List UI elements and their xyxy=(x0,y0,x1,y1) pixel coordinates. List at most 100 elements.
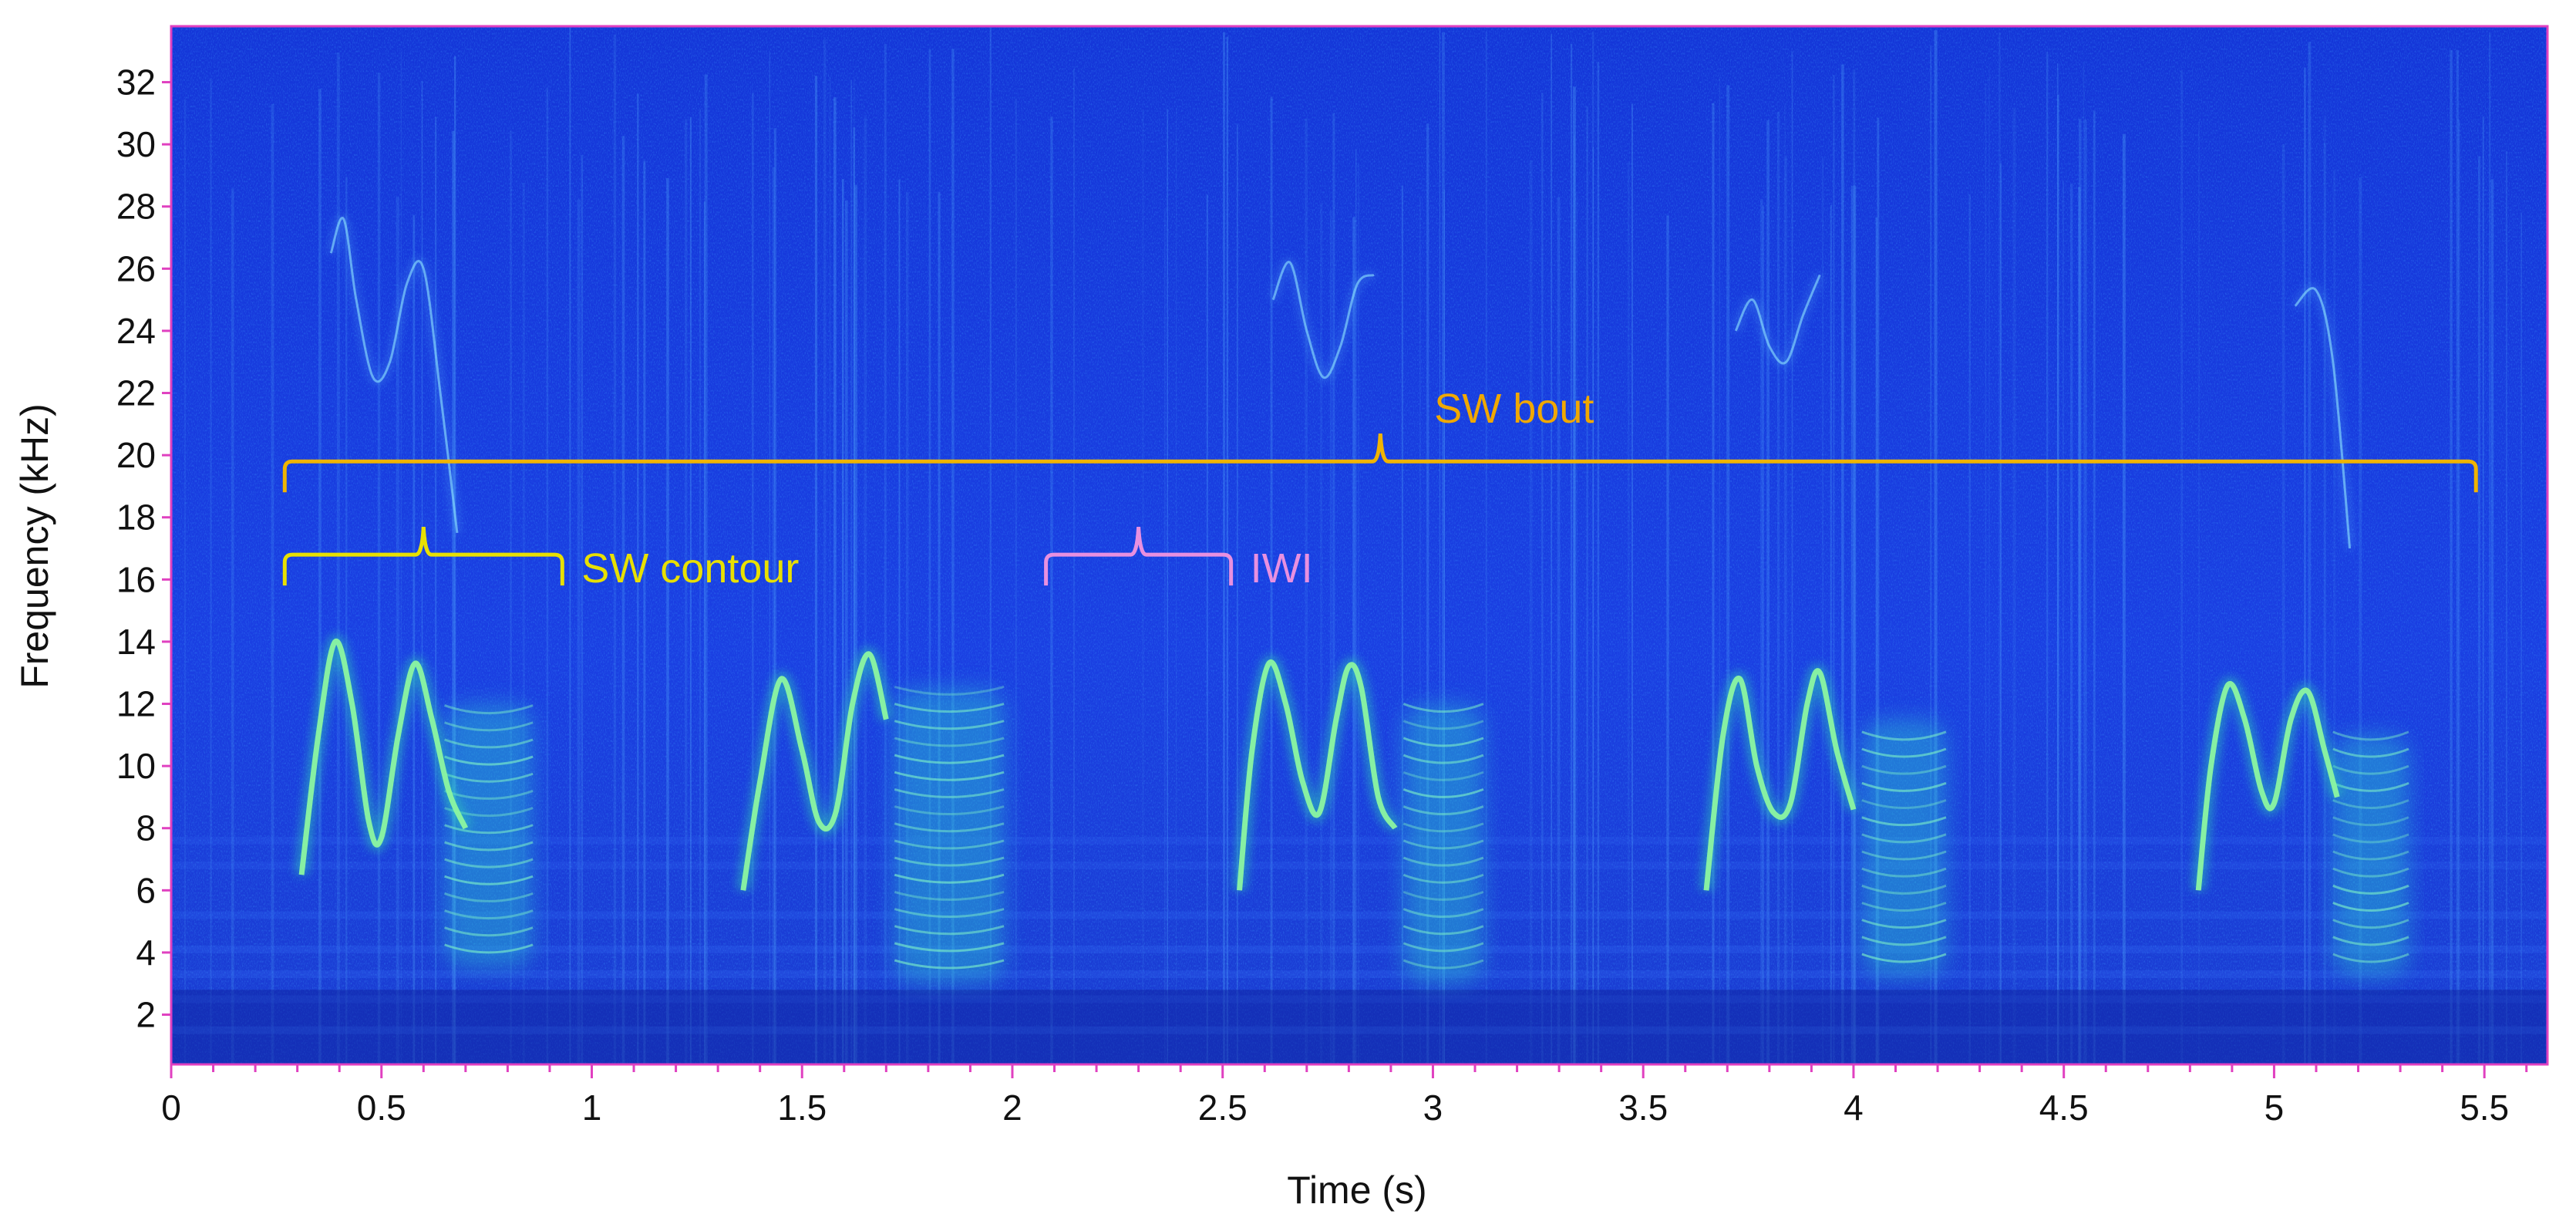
burst-harmonic xyxy=(2332,867,2409,878)
burst-harmonic xyxy=(444,824,534,835)
x-tick-label: 3.5 xyxy=(1618,1088,1668,1128)
burst-harmonic xyxy=(1402,959,1484,970)
burst-harmonic xyxy=(1861,936,1947,946)
harmonic-contours xyxy=(328,215,2352,549)
burst-harmonic xyxy=(444,858,534,868)
whistle-contour xyxy=(1703,668,1857,891)
burst-glow xyxy=(894,688,1005,984)
burst-harmonic xyxy=(1402,703,1484,713)
whistle-contour xyxy=(740,651,889,891)
burst-harmonic xyxy=(1402,737,1484,747)
burst-harmonic xyxy=(1402,925,1484,936)
whistle-contour xyxy=(2195,680,2340,891)
burst-harmonic xyxy=(1402,720,1484,730)
y-tick-label: 4 xyxy=(136,933,156,973)
burst-harmonic xyxy=(1861,850,1947,861)
x-axis-label: Time (s) xyxy=(1287,1169,1426,1212)
x-tick-label: 1 xyxy=(582,1088,602,1128)
burst-harmonic xyxy=(2332,730,2409,741)
burst-harmonic xyxy=(2332,816,2409,827)
annotation-label: SW contour xyxy=(581,545,799,592)
burst-harmonic xyxy=(1861,799,1947,809)
burst-harmonic xyxy=(1402,754,1484,764)
burst-harmonic xyxy=(444,875,534,885)
noise-band xyxy=(171,836,2547,845)
burst-harmonic xyxy=(1861,902,1947,912)
y-tick-label: 30 xyxy=(116,124,156,164)
burst-harmonic xyxy=(1402,856,1484,867)
y-tick-label: 8 xyxy=(136,808,156,848)
x-tick-label: 2.5 xyxy=(1198,1088,1248,1128)
harmonic-contour xyxy=(2294,287,2352,549)
burst-glow xyxy=(1861,719,1946,978)
noise-band xyxy=(171,995,2547,1003)
y-tick-label: 14 xyxy=(116,622,156,662)
burst-harmonic xyxy=(2332,953,2409,963)
burst-harmonic xyxy=(894,856,1005,867)
whistle-contour xyxy=(298,639,469,875)
burst-harmonic xyxy=(1402,890,1484,901)
broadband-bursts xyxy=(444,685,2409,984)
y-tick-label: 12 xyxy=(116,684,156,724)
burst-harmonic xyxy=(894,959,1005,970)
y-tick-label: 6 xyxy=(136,870,156,910)
burst-glow xyxy=(2332,734,2409,978)
burst-harmonic xyxy=(1861,781,1947,792)
x-tick-label: 4.5 xyxy=(2039,1088,2089,1128)
burst-harmonic xyxy=(444,721,534,732)
harmonic-contour xyxy=(1734,274,1821,365)
burst-harmonic xyxy=(2332,764,2409,775)
x-tick-label: 3 xyxy=(1423,1088,1443,1128)
burst-harmonic xyxy=(2332,936,2409,946)
noise-band xyxy=(171,1026,2547,1034)
x-tick-label: 5.5 xyxy=(2460,1088,2509,1128)
harmonic-contour xyxy=(329,216,459,534)
burst-harmonic xyxy=(444,841,534,852)
burst-harmonic xyxy=(444,738,534,749)
burst-harmonic xyxy=(1402,839,1484,850)
plot-frame xyxy=(170,25,2549,1066)
x-tick-label: 0.5 xyxy=(357,1088,406,1128)
y-tick-label: 16 xyxy=(116,559,156,599)
burst-harmonic xyxy=(444,755,534,766)
harmonic-contour xyxy=(1271,261,1375,379)
x-tick-label: 1.5 xyxy=(777,1088,827,1128)
burst-harmonic xyxy=(444,909,534,919)
x-tick-label: 5 xyxy=(2265,1088,2285,1128)
burst-harmonic xyxy=(2332,799,2409,809)
x-tick-label: 4 xyxy=(1844,1088,1864,1128)
burst-harmonic xyxy=(1402,873,1484,884)
burst-harmonic xyxy=(894,822,1005,833)
broadband-click-lines xyxy=(184,27,2522,1064)
annotation-bracket xyxy=(1044,526,1234,586)
x-axis: 0 0.5 1 1.5 2 2.5 3 3.5 4 4.5 5 5.5 xyxy=(161,1064,2528,1128)
y-tick-label: 2 xyxy=(136,995,156,1035)
burst-harmonic xyxy=(894,703,1005,713)
burst-harmonic xyxy=(1402,908,1484,918)
y-axis-label: Frequency (kHz) xyxy=(13,403,56,689)
annotation-bracket xyxy=(282,526,564,586)
burst-harmonic xyxy=(894,788,1005,798)
burst-harmonic xyxy=(1861,764,1947,775)
burst-harmonic xyxy=(1861,867,1947,878)
burst-harmonic xyxy=(1402,805,1484,815)
burst-harmonic xyxy=(894,771,1005,781)
burst-harmonic xyxy=(444,926,534,937)
y-tick-label: 18 xyxy=(116,497,156,538)
burst-harmonic xyxy=(894,839,1005,850)
burst-harmonic xyxy=(894,685,1005,696)
burst-harmonic xyxy=(1861,953,1947,963)
burst-harmonic xyxy=(1402,822,1484,833)
y-tick-label: 26 xyxy=(116,248,156,288)
burst-harmonic xyxy=(1402,942,1484,953)
burst-harmonic xyxy=(894,737,1005,747)
burst-harmonic xyxy=(1402,771,1484,781)
burst-harmonic xyxy=(894,805,1005,816)
annotations: SW bout SW contour IWI xyxy=(282,386,2478,592)
burst-harmonic xyxy=(444,943,534,954)
y-tick-label: 10 xyxy=(116,746,156,786)
burst-harmonic xyxy=(894,925,1005,936)
noise-band xyxy=(171,862,2547,870)
